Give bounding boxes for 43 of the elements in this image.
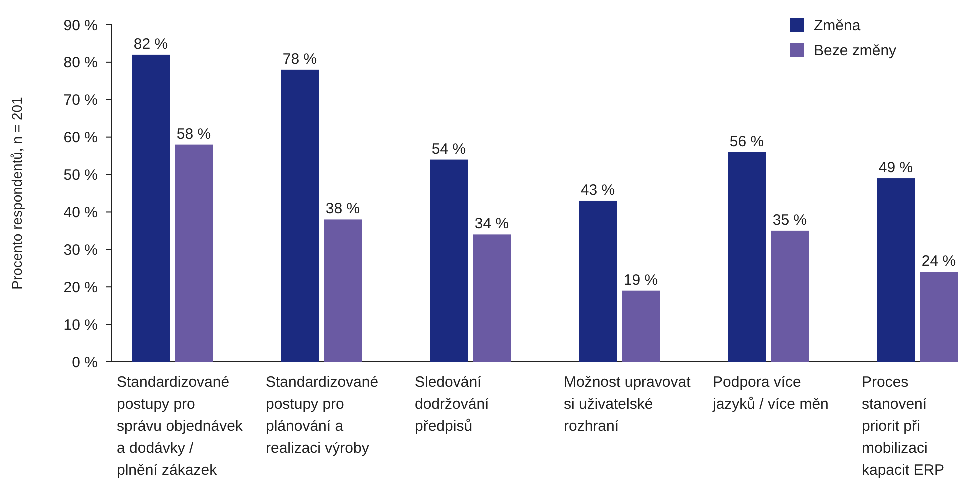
bar xyxy=(579,200,617,362)
data-label: 24 % xyxy=(922,253,956,270)
data-label: 54 % xyxy=(432,140,466,158)
data-label: 56 % xyxy=(730,133,764,150)
data-label: 49 % xyxy=(878,160,914,177)
data-label: 82 % xyxy=(134,36,168,53)
bar xyxy=(920,272,958,362)
bar xyxy=(622,290,660,362)
bar xyxy=(281,70,319,362)
y-axis-title: Procento respondentů, n = 201 xyxy=(9,96,25,290)
y-tick-label: 40 % xyxy=(64,204,98,222)
x-tick-label: Možnost upravovat si uživatelské rozhraní xyxy=(564,374,692,435)
data-label: 35 % xyxy=(772,212,808,229)
legend-label: Změna xyxy=(814,17,862,34)
x-tick-label: Sledování dodržování předpisů xyxy=(415,374,490,435)
x-tick-label: Proces stanovení priorit při mobilizaci kapacit ERP xyxy=(862,374,945,479)
data-label: 19 % xyxy=(624,272,658,289)
bar xyxy=(877,178,915,362)
bar xyxy=(771,230,809,362)
x-tick-label: Podpora více jazyků / více měn xyxy=(712,374,829,413)
y-tick-label: 50 % xyxy=(64,167,98,184)
bar xyxy=(728,152,766,362)
bar xyxy=(430,160,468,362)
x-tick-label: Standardizované postupy pro správu objednávek a dodávky / plnění zákazek xyxy=(117,374,244,479)
data-label: 34 % xyxy=(474,216,510,233)
y-tick-label: 60 % xyxy=(64,130,98,147)
y-tick-label: 80 % xyxy=(64,54,98,72)
bar xyxy=(324,220,362,362)
bar xyxy=(175,144,213,362)
data-label: 43 % xyxy=(580,182,616,199)
legend-label: Beze změny xyxy=(814,42,898,60)
y-tick-label: 0 % xyxy=(72,354,98,372)
data-label: 38 % xyxy=(326,200,360,218)
data-label: 58 % xyxy=(176,126,212,143)
x-tick-label: Standardizované postupy pro plánování a realizaci výroby xyxy=(266,374,379,457)
bar xyxy=(473,234,511,362)
data-label: 78 % xyxy=(282,50,318,68)
y-tick-label: 20 % xyxy=(64,279,98,296)
bar xyxy=(132,54,170,362)
y-tick-label: 10 % xyxy=(64,316,98,334)
y-tick-label: 70 % xyxy=(64,92,98,110)
y-tick-label: 30 % xyxy=(64,242,98,259)
y-tick-label: 90 % xyxy=(64,17,98,34)
